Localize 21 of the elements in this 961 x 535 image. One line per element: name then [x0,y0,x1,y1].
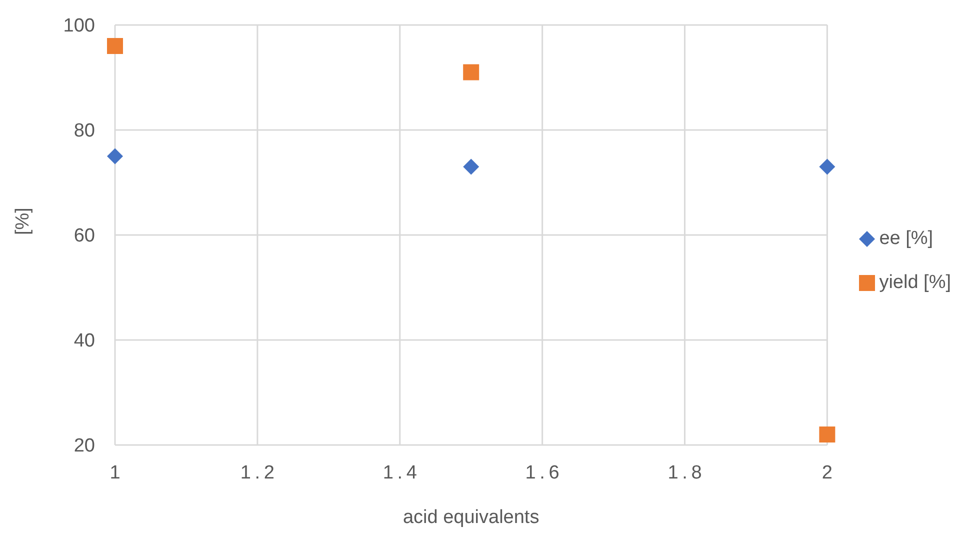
y-axis-title: [%] [12,208,34,235]
x-tick-label: 1 . 6 [525,462,560,484]
legend-label: yield [%] [879,272,951,294]
x-tick-label: 1 . 2 [240,462,274,484]
y-tick-label: 20 [74,436,95,457]
point [819,158,836,175]
point [107,38,123,54]
legend-label: ee [%] [879,228,934,250]
y-tick-label: 40 [74,330,95,352]
y-tick-label: 60 [74,226,95,247]
x-tick-label: 2 [822,462,832,484]
y-tick-label: 80 [74,120,95,142]
point [107,148,123,164]
point [463,158,480,175]
x-tick-label: 1 [110,462,120,484]
x-tick-label: 1 . 8 [668,462,702,484]
point [819,426,836,442]
x-tick-label: 1 . 4 [382,462,418,484]
point [463,64,480,80]
x-axis-title: acid equivalents [402,507,540,528]
y-tick-label: 100 [63,16,95,37]
